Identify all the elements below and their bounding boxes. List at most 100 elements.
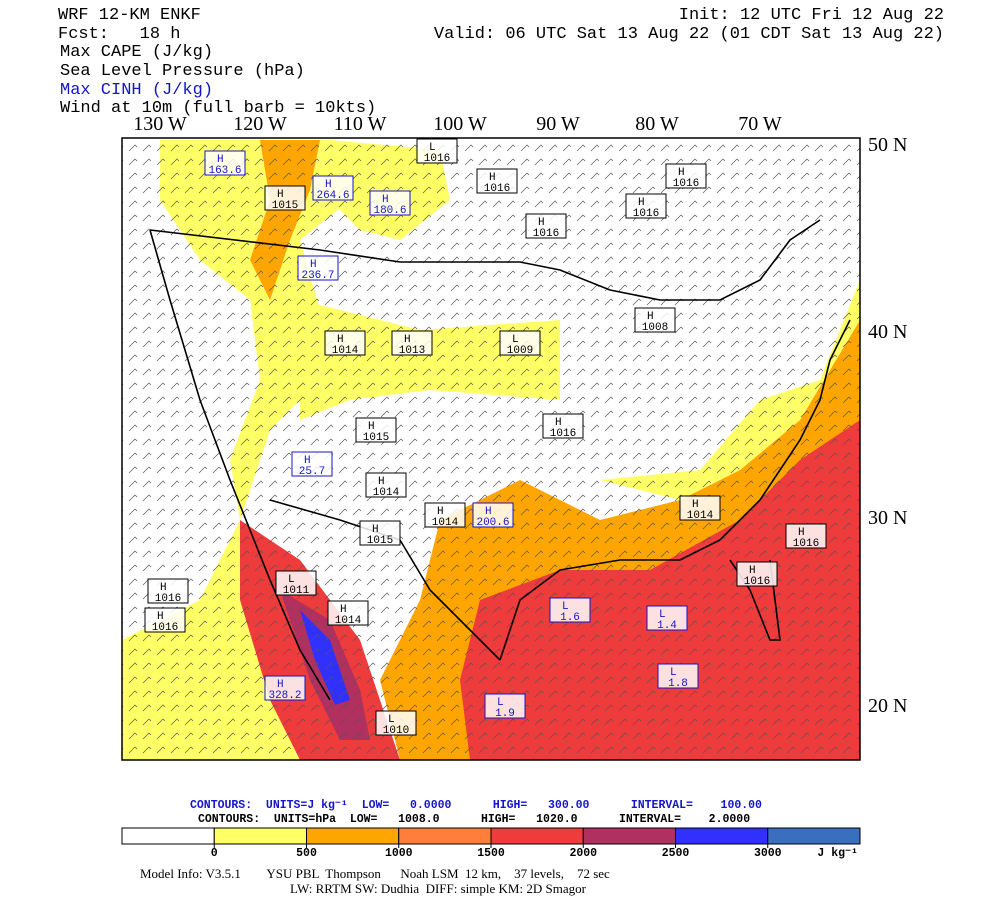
center-kind: H [678,167,685,179]
center-box [736,561,778,587]
center-box [476,168,518,194]
center-kind: H [217,154,224,166]
longitude-label: 100 W [433,113,487,135]
center-value: 1014 [373,487,400,499]
center-value: 163.6 [208,165,241,177]
pressure-center: H25.7 [291,451,333,478]
center-box [375,710,417,736]
pressure-center: L1.6 [549,597,591,624]
center-value: 1011 [283,585,310,597]
center-box [327,600,369,626]
center-value: 1014 [332,345,359,357]
longitude-label: 130 W [133,113,187,135]
forecast-hour: Fcst: 18 h [58,25,180,44]
center-kind: L [512,334,519,346]
center-kind: H [382,194,389,206]
center-kind: H [160,582,167,594]
valid-time: Valid: 06 UTC Sat 13 Aug 22 (01 CDT Sat … [434,25,944,44]
center-value: 180.6 [373,205,406,217]
longitude-label: 110 W [334,113,387,135]
colorbar-unit: J kg⁻¹ [817,847,858,860]
center-value: 264.6 [316,190,349,202]
center-value: 1013 [399,345,425,357]
center-kind: H [340,604,347,616]
center-value: 1008 [642,322,668,334]
center-value: 1016 [424,153,450,165]
border [149,219,821,301]
center-box [147,578,189,604]
center-box [365,472,407,498]
center-value: 1014 [335,615,362,627]
center-value: 1010 [383,725,409,737]
center-value: 1016 [484,183,510,195]
contour-info: CONTOURS: UNITS=J kg⁻¹ LOW= 0.0000 HIGH=… [190,799,762,812]
center-kind: H [404,334,411,346]
center-value: 328.2 [268,690,301,702]
center-kind: L [659,609,666,621]
center-kind: H [749,565,756,577]
center-box [549,597,591,623]
center-value: 200.6 [476,517,509,529]
center-kind: H [277,189,284,201]
field-label: Max CAPE (J/kg) [60,43,213,62]
latitude-label: 50 N [868,134,907,156]
colorbar-tick-label: 1500 [477,847,505,860]
center-box [542,413,584,439]
center-box [391,330,433,356]
center-box [312,175,354,201]
center-box [625,193,667,219]
colorbar-tick-label: 0 [211,847,218,860]
center-kind: H [692,499,699,511]
center-box [355,417,397,443]
center-value: 1016 [550,428,576,440]
center-value: 1.4 [657,620,677,632]
center-value: 1016 [155,593,181,605]
longitude-label: 120 W [233,113,287,135]
center-box [324,330,366,356]
pressure-center: L1.9 [484,693,526,720]
center-value: 1.6 [560,612,580,624]
center-kind: H [485,506,492,518]
center-kind: H [555,417,562,429]
center-box [679,495,721,521]
center-kind: L [562,601,569,613]
center-value: 1015 [363,432,389,444]
boundaries [149,219,851,701]
center-kind: L [429,142,436,154]
colorbar-segment [767,827,861,845]
colorbar: 0 500 1000 1500 2000 2500 3000 J kg⁻¹ [121,827,861,860]
center-value: 1016 [152,622,178,634]
center-kind: H [277,679,284,691]
center-value: 236.7 [301,270,334,282]
center-box [665,163,707,189]
center-value: 1016 [793,538,819,550]
center-box [204,150,246,176]
center-kind: L [388,714,395,726]
center-box [785,523,827,549]
colorbar-segment [582,827,676,845]
center-box [297,255,339,281]
field-label: Max CINH (J/kg) [60,81,213,100]
longitude-label: 70 W [738,113,782,135]
latitude-label: 30 N [868,507,907,529]
center-box [144,607,186,633]
center-kind: H [310,259,317,271]
